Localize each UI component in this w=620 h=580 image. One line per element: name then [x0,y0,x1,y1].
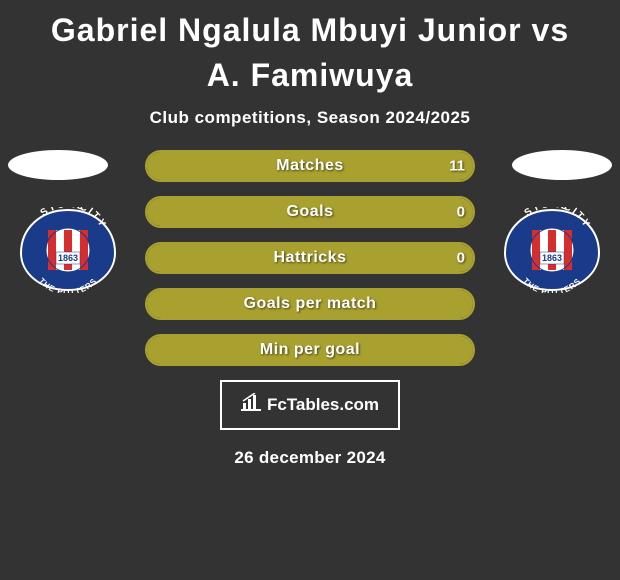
stat-bar-row: Hattricks0 [145,242,475,274]
player-photo-left [8,150,108,180]
stat-bar-row: Matches11 [145,150,475,182]
stat-bars: Matches11 Goals0 Hattricks0 Goals per match… [145,150,475,366]
date-line: 26 december 2024 [0,448,620,468]
stat-bar-row: Goals per match [145,288,475,320]
player-photo-right [512,150,612,180]
svg-text:1863: 1863 [542,253,562,263]
stat-bar-row: Goals0 [145,196,475,228]
stat-bar-value-right: 0 [457,249,465,266]
subtitle: Club competitions, Season 2024/2025 [0,108,620,128]
comparison-block: 1863 STOKE CITY THE POTTERS 1863 [0,150,620,366]
fctables-label: FcTables.com [267,395,379,415]
fctables-watermark: FcTables.com [220,380,400,430]
svg-text:1863: 1863 [58,253,78,263]
stat-bar-row: Min per goal [145,334,475,366]
stat-bar-value-right: 11 [449,157,465,174]
team-badge-right: 1863 STOKE CITY THE POTTERS [502,207,602,293]
stat-bar-value-right: 0 [457,203,465,220]
chart-icon [241,393,261,416]
page-title: Gabriel Ngalula Mbuyi Junior vs A. Famiw… [0,0,620,102]
team-badge-left: 1863 STOKE CITY THE POTTERS [18,207,118,293]
